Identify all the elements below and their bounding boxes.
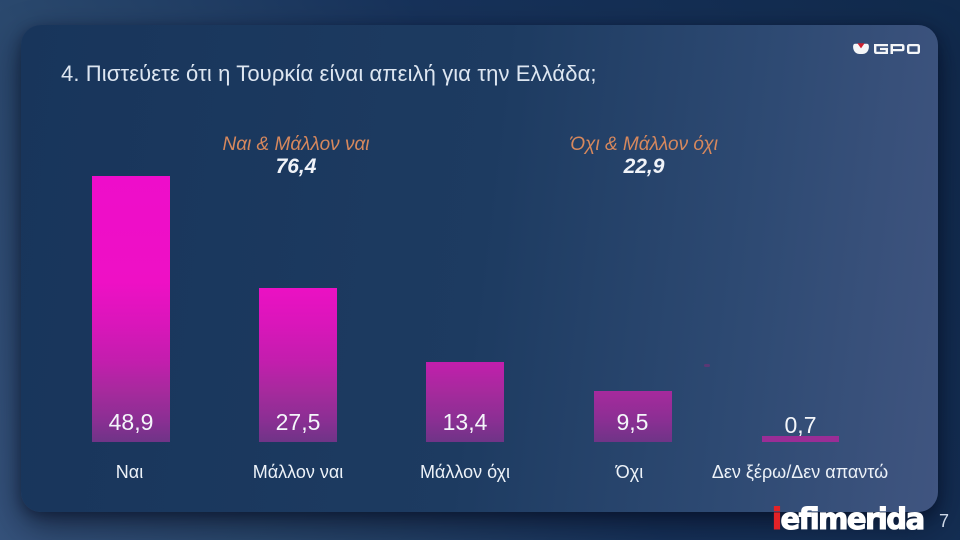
bar-value-4: 9,5 bbox=[616, 408, 649, 435]
gpo-letters bbox=[874, 44, 920, 54]
bar-value-1: 48,9 bbox=[108, 408, 154, 435]
bar-5 bbox=[762, 436, 839, 442]
gpo-logo bbox=[853, 43, 920, 55]
iefimerida-logo-i: i bbox=[771, 501, 782, 536]
category-label-4: Όχι bbox=[615, 462, 644, 482]
bar-1: 48,9 bbox=[92, 175, 170, 442]
group-label-yes: Ναι & Μάλλον ναι bbox=[222, 134, 370, 155]
bar-value-3: 13,4 bbox=[442, 408, 488, 435]
bar-4: 9,5 bbox=[593, 390, 672, 442]
bar-value-2: 27,5 bbox=[275, 408, 321, 435]
iefimerida-logo: iefimerida bbox=[771, 501, 926, 536]
gpo-shield-icon bbox=[853, 43, 869, 55]
category-label-1: Ναι bbox=[115, 462, 144, 482]
category-label-3: Μάλλον όχι bbox=[419, 462, 511, 482]
slide-title: 4. Πιστεύετε ότι η Τουρκία είναι απειλή … bbox=[61, 61, 597, 86]
page-number: 7 bbox=[939, 511, 950, 531]
bar-value-5: 0,7 bbox=[784, 412, 817, 438]
group-value-no: 22,9 bbox=[623, 155, 665, 178]
iefimerida-logo-rest: efimerida bbox=[780, 501, 926, 536]
group-value-yes: 76,4 bbox=[275, 155, 317, 178]
decorative-speck bbox=[704, 364, 710, 367]
category-label-2: Μάλλον ναι bbox=[252, 462, 344, 482]
bar-2: 27,5 bbox=[259, 287, 337, 442]
category-label-5: Δεν ξέρω/Δεν απαντώ bbox=[711, 462, 889, 482]
group-label-no: Όχι & Μάλλον όχι bbox=[570, 134, 718, 155]
bar-3: 13,4 bbox=[426, 361, 504, 442]
